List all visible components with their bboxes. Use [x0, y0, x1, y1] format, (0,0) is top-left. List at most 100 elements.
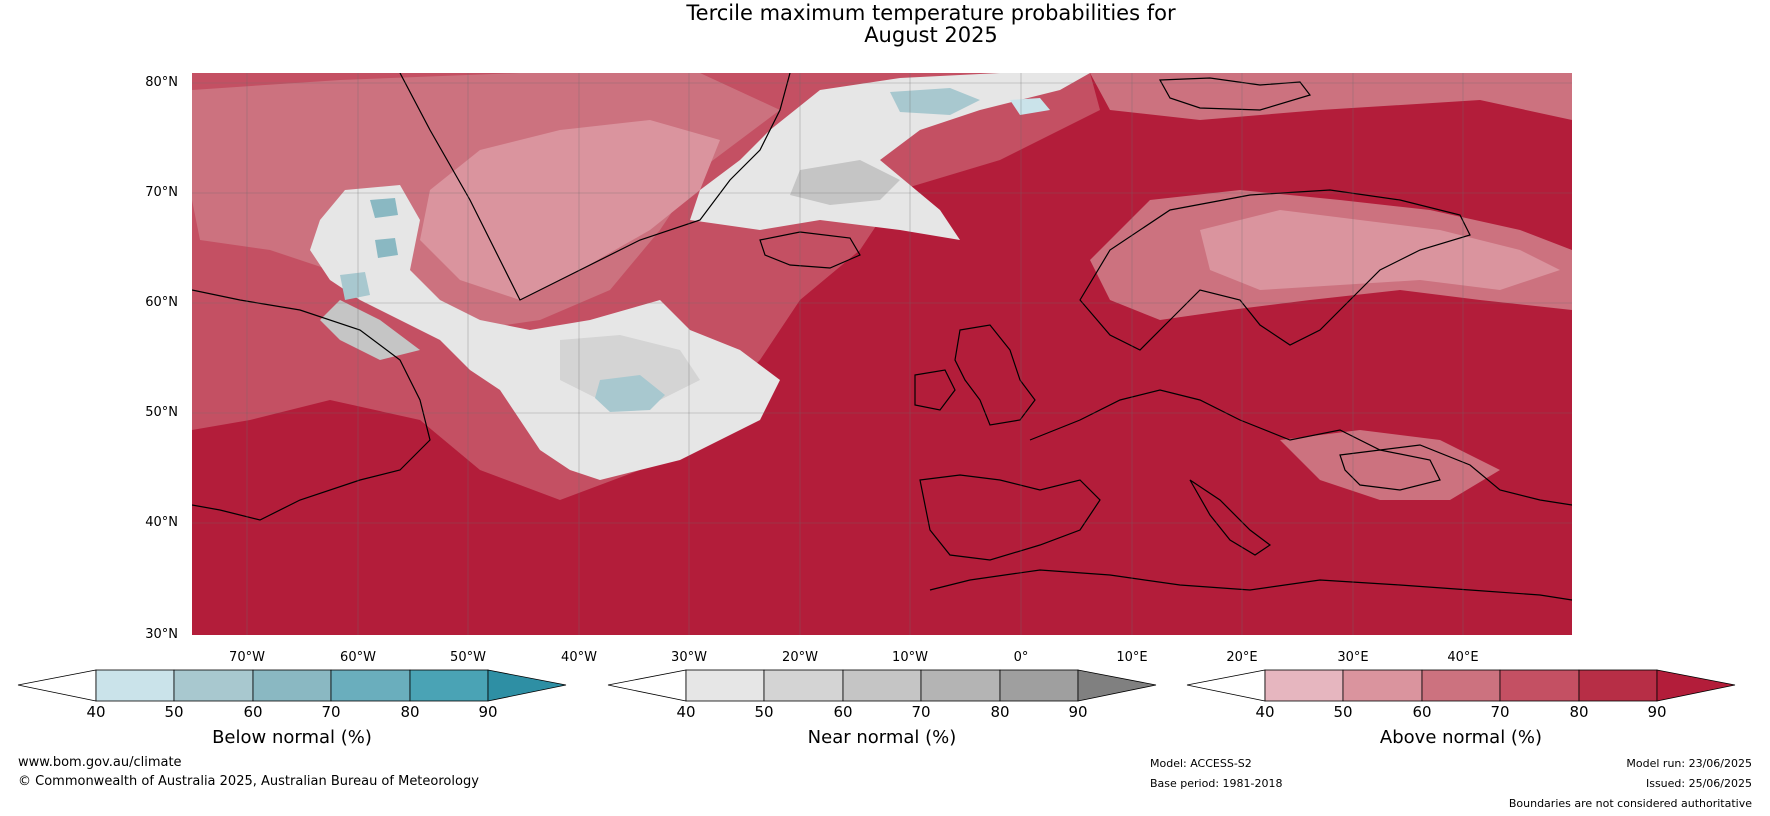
colorbar-below-bin-50-60 [173, 669, 254, 702]
lat-label-50n: 50°N [145, 405, 178, 420]
gridlines [192, 73, 1572, 635]
below-tick-70: 70 [321, 703, 341, 721]
colorbar-below-normal [17, 669, 567, 702]
above-tick-70: 70 [1490, 703, 1510, 721]
above-tick-80: 80 [1569, 703, 1589, 721]
black-sea-coast [1339, 449, 1441, 491]
italy-coast [1189, 479, 1272, 556]
region-scandinavia-50 [1200, 210, 1560, 290]
europe-coast [1029, 389, 1572, 506]
near-tick-80: 80 [990, 703, 1010, 721]
near-tick-70: 70 [911, 703, 931, 721]
lat-label-30n: 30°N [145, 627, 178, 642]
footer-model-run: Model run: 23/06/2025 [1626, 757, 1752, 770]
colorbar-above-normal [1186, 669, 1736, 702]
near-tick-50: 50 [754, 703, 774, 721]
colorbar-near-extend-high [1077, 669, 1157, 702]
lon-label-40e: 40°E [1447, 650, 1479, 665]
colorbar-below-bin-60-70 [252, 669, 332, 702]
lat-label-60n: 60°N [145, 295, 178, 310]
colorbar-above-extend-low [1186, 669, 1266, 702]
lon-label-10e: 10°E [1116, 650, 1148, 665]
lon-label-40w: 40°W [561, 650, 597, 665]
greenland-coast [399, 73, 791, 301]
region-near-normal-grey-2 [560, 335, 700, 400]
british-isles-coast [954, 324, 1036, 426]
region-below-normal-6 [340, 272, 370, 300]
ireland-coast [914, 369, 956, 411]
below-tick-90: 90 [478, 703, 498, 721]
lon-label-30e: 30°E [1337, 650, 1369, 665]
colorbar-below-extend-high [487, 669, 567, 702]
lat-label-70n: 70°N [145, 185, 178, 200]
near-tick-90: 90 [1068, 703, 1088, 721]
colorbar-above-bin-50-60 [1342, 669, 1423, 702]
colorbar-above-label: Above normal (%) [1379, 727, 1543, 748]
footer-website: www.bom.gov.au/climate [18, 755, 182, 770]
above-tick-40: 40 [1255, 703, 1275, 721]
colorbar-above-bin-70-80 [1499, 669, 1580, 702]
colorbar-below-bin-80-90 [409, 669, 489, 702]
below-tick-40: 40 [86, 703, 106, 721]
map-area [192, 73, 1572, 635]
lon-label-20e: 20°E [1226, 650, 1258, 665]
above-tick-60: 60 [1412, 703, 1432, 721]
iberia-coast [919, 474, 1101, 561]
above-tick-90: 90 [1647, 703, 1667, 721]
title-line-2: August 2025 [864, 23, 998, 47]
colorbar-near-bin-80-90 [999, 669, 1079, 702]
footer-issued: Issued: 25/06/2025 [1645, 777, 1752, 790]
colorbar-below-bin-40-50 [95, 669, 175, 702]
colorbar-near-bin-40-50 [685, 669, 765, 702]
scandinavia-coast [1079, 189, 1471, 351]
colorbar-near-label: Near normal (%) [807, 727, 957, 748]
region-below-normal-2 [890, 88, 980, 115]
lon-label-20w: 20°W [782, 650, 818, 665]
colorbar-near-bin-70-80 [920, 669, 1001, 702]
canada-coast [192, 289, 431, 521]
region-below-normal-4 [370, 198, 398, 218]
colorbar-below-label: Below normal (%) [212, 727, 372, 748]
lon-label-60w: 60°W [340, 650, 376, 665]
africa-coast [929, 569, 1572, 601]
footer-copyright: © Commonwealth of Australia 2025, Austra… [18, 774, 479, 789]
region-below-normal-3 [1010, 98, 1050, 115]
region-below-normal-5 [375, 238, 398, 258]
footer-base-period: Base period: 1981-2018 [1150, 777, 1283, 790]
region-below-normal-1 [595, 375, 665, 412]
colorbar-near-bin-60-70 [842, 669, 922, 702]
region-near-normal-grey-1 [320, 300, 420, 360]
lat-label-40n: 40°N [145, 515, 178, 530]
lon-label-10w: 10°W [892, 650, 928, 665]
near-tick-60: 60 [833, 703, 853, 721]
below-tick-80: 80 [400, 703, 420, 721]
region-near-normal-north [690, 73, 1090, 240]
above-tick-50: 50 [1333, 703, 1353, 721]
title-line-1: Tercile maximum temperature probabilitie… [686, 1, 1176, 25]
below-tick-60: 60 [243, 703, 263, 721]
colorbar-above-bin-60-70 [1421, 669, 1501, 702]
lon-label-50w: 50°W [450, 650, 486, 665]
colorbar-above-bin-80-90 [1578, 669, 1658, 702]
near-tick-40: 40 [676, 703, 696, 721]
region-near-normal-labrador [310, 185, 780, 480]
region-above-50 [420, 120, 720, 300]
region-balkans-60 [1280, 430, 1500, 500]
colorbar-below-bin-70-80 [330, 669, 411, 702]
region-near-normal-north-grey [790, 160, 900, 205]
colorbar-near-bin-50-60 [763, 669, 844, 702]
lon-label-70w: 70°W [229, 650, 265, 665]
below-tick-50: 50 [164, 703, 184, 721]
lon-label-30w: 30°W [671, 650, 707, 665]
colorbar-near-normal [607, 669, 1157, 702]
lat-label-80n: 80°N [145, 75, 178, 90]
colorbar-above-extend-high [1656, 669, 1736, 702]
lon-label-0: 0° [1013, 650, 1029, 665]
coastlines [192, 73, 1572, 601]
svalbard-coast [1159, 77, 1312, 111]
colorbar-near-extend-low [607, 669, 687, 702]
colorbar-below-extend-low [17, 669, 97, 702]
footer-model: Model: ACCESS-S2 [1150, 757, 1252, 770]
footer-disclaimer: Boundaries are not considered authoritat… [1508, 797, 1752, 810]
